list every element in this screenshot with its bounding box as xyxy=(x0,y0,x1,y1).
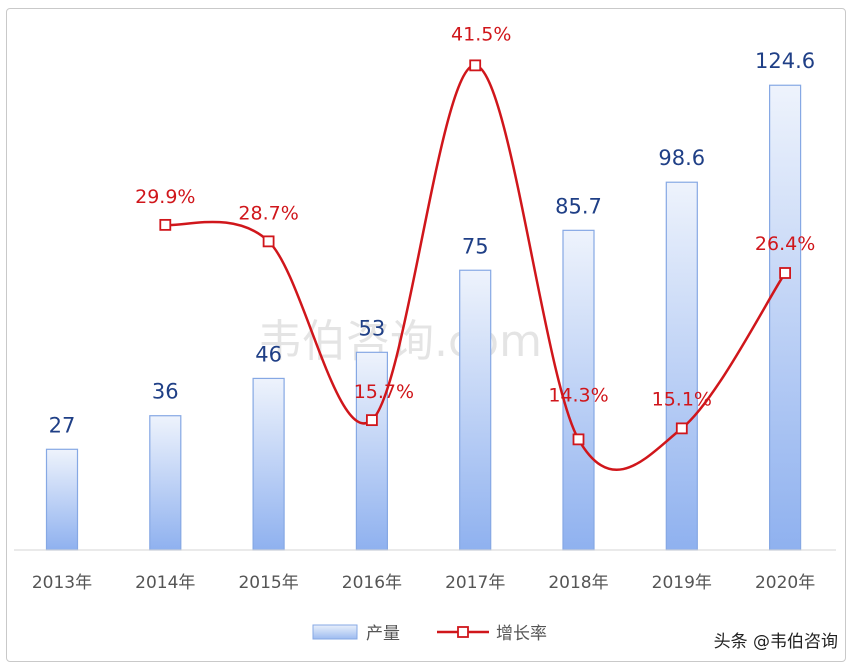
bar-value-label: 124.6 xyxy=(755,49,815,73)
rate-marker xyxy=(779,267,791,279)
x-tick-label: 2014年 xyxy=(135,573,195,593)
x-tick-label: 2016年 xyxy=(342,573,402,593)
rate-line-group xyxy=(159,59,791,472)
bar xyxy=(459,269,492,551)
rate-marker xyxy=(365,414,378,427)
rate-value-label: 15.7% xyxy=(354,381,414,403)
chart-frame xyxy=(6,8,846,662)
rate-marker xyxy=(675,422,688,435)
legend-label-bar: 产量 xyxy=(366,624,400,644)
legend-swatch-marker xyxy=(457,626,469,638)
rate-value-labels: 29.9% 28.7% 15.7% 41.5% 14.3% 15.1% 26.4% xyxy=(135,23,815,410)
bar-value-label: 36 xyxy=(152,380,179,404)
bar-value-label: 46 xyxy=(255,342,282,366)
x-tick-label: 2017年 xyxy=(445,573,505,593)
rate-marker xyxy=(159,218,172,231)
bar-value-label: 27 xyxy=(49,413,76,437)
rate-value-label: 28.7% xyxy=(238,202,298,224)
bars xyxy=(45,84,802,551)
rate-marker xyxy=(469,59,482,72)
x-tick-labels: 2013年 2014年 2015年 2016年 2017年 2018年 2019年 2020年 xyxy=(32,573,815,593)
bar xyxy=(149,415,182,551)
rate-value-label: 29.9% xyxy=(135,186,195,208)
bar xyxy=(45,448,79,551)
bar-value-label: 85.7 xyxy=(555,194,602,218)
bar xyxy=(562,229,595,551)
rate-marker xyxy=(262,235,275,248)
rate-value-label: 26.4% xyxy=(755,233,815,255)
rate-value-label: 14.3% xyxy=(548,384,608,406)
bar-value-label: 75 xyxy=(462,234,489,258)
credit-text: 头条 @韦伯咨询 xyxy=(713,632,838,652)
legend-swatch-bar xyxy=(312,624,358,640)
legend: 产量 增长率 xyxy=(312,624,547,644)
bar xyxy=(665,181,698,551)
x-tick-label: 2013年 xyxy=(32,573,92,593)
x-tick-label: 2020年 xyxy=(755,573,815,593)
legend-label-line: 增长率 xyxy=(496,624,547,644)
bar-value-labels: 27 36 46 53 75 85.7 98.6 124.6 xyxy=(49,49,816,437)
x-tick-label: 2015年 xyxy=(238,573,298,593)
bar-value-label: 98.6 xyxy=(658,146,705,170)
x-tick-label: 2019年 xyxy=(652,573,712,593)
x-tick-label: 2018年 xyxy=(548,573,608,593)
rate-value-label: 41.5% xyxy=(451,23,511,45)
bar xyxy=(768,84,802,551)
bar xyxy=(252,377,285,551)
rate-value-label: 15.1% xyxy=(652,388,712,410)
rate-marker xyxy=(572,433,585,446)
bar-value-label: 53 xyxy=(359,316,386,340)
